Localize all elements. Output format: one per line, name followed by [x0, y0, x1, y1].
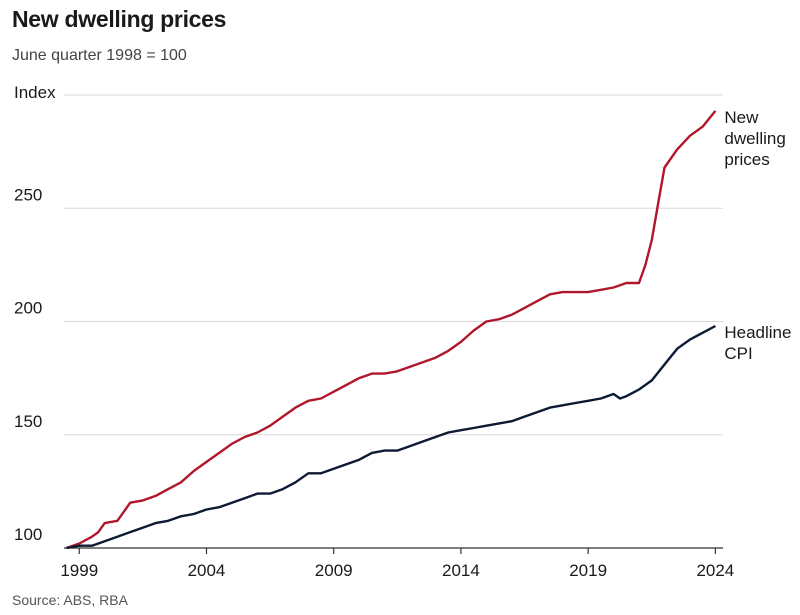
series-label-line: CPI	[724, 344, 752, 363]
series-label-line: dwelling	[724, 129, 785, 148]
tick-labels: 100 150 200 250 1999 2004 2009 2014 2019 2024	[14, 185, 734, 580]
series-line-new-dwelling-prices	[66, 110, 717, 550]
x-tick-label: 2009	[315, 561, 353, 580]
x-tick-label: 2019	[569, 561, 607, 580]
series-label-line: Headline	[724, 323, 791, 342]
x-tick-label: 1999	[60, 561, 98, 580]
series-label-headline-cpi: Headline CPI	[724, 323, 791, 363]
series-line-headline-cpi	[66, 324, 716, 550]
x-tick-label: 2004	[188, 561, 226, 580]
y-tick-label: 200	[14, 299, 42, 318]
y-tick-label: 150	[14, 412, 42, 431]
series-label-line: New	[724, 108, 759, 127]
x-tick-label: 2024	[696, 561, 734, 580]
y-tick-label: 100	[14, 525, 42, 544]
chart-subtitle: June quarter 1998 = 100	[12, 47, 187, 64]
y-axis-label: Index	[14, 83, 56, 102]
series-lines: New dwelling prices Headline CPI	[66, 108, 791, 550]
series-label-new-dwelling-prices: New dwelling prices	[724, 108, 785, 169]
grid-lines	[64, 94, 723, 549]
series-label-line: prices	[724, 150, 769, 169]
chart-title: New dwelling prices	[12, 6, 227, 32]
x-tick-label: 2014	[442, 561, 480, 580]
y-tick-label: 250	[14, 185, 42, 204]
source-note: Source: ABS, RBA	[12, 592, 128, 608]
